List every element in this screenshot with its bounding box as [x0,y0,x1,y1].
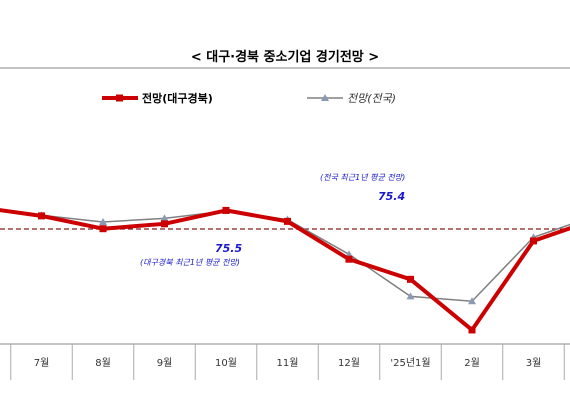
legend-item-national: 전망(전국) [305,90,396,106]
legend-swatch-daegu [102,94,138,102]
data-point-daegu [222,206,230,214]
x-tick-label: 2월 [464,357,480,369]
annotation-daegu-avg-label: (대구경북 최근1년 평균 전망) [140,258,240,267]
x-tick-label: 9월 [157,357,173,369]
x-tick-label: 3월 [526,357,542,369]
data-point-daegu [38,212,45,220]
x-tick-label: 7월 [34,357,50,369]
x-tick-label: 10월 [215,357,237,369]
data-point-daegu [284,217,291,225]
data-point-national [345,250,353,258]
data-point-daegu [161,220,168,228]
data-point-national [160,214,169,222]
data-point-national [406,292,415,300]
data-point-daegu [99,225,107,233]
annotation-national-avg-value: 75.4 [378,190,406,203]
data-point-national [468,297,476,305]
data-point-daegu [530,237,537,245]
data-point-daegu [345,255,353,263]
data-point-national [99,217,107,225]
annotation-daegu-avg-value: 75.5 [215,242,243,255]
chart-title: < 대구·경북 중소기업 경기전망 > [190,50,380,65]
legend-label-national: 전망(전국) [347,92,397,105]
x-tick-label: '25년1월 [390,357,430,369]
legend-item-daegu: 전망(대구경북) [100,90,213,106]
data-point-daegu [407,275,414,283]
series-line-daegu [0,208,570,332]
legend-label-daegu: 전망(대구경북) [142,92,213,105]
annotation-national-avg-label: (전국 최근1년 평균 전망) [320,173,406,182]
data-point-daegu [468,326,476,334]
x-tick-label: 8월 [95,357,111,369]
x-tick-label: 11월 [277,357,299,369]
legend: 전망(대구경북) 전망(전국) [0,90,570,108]
x-tick-label: 12월 [338,357,360,369]
legend-swatch-national [307,94,343,101]
